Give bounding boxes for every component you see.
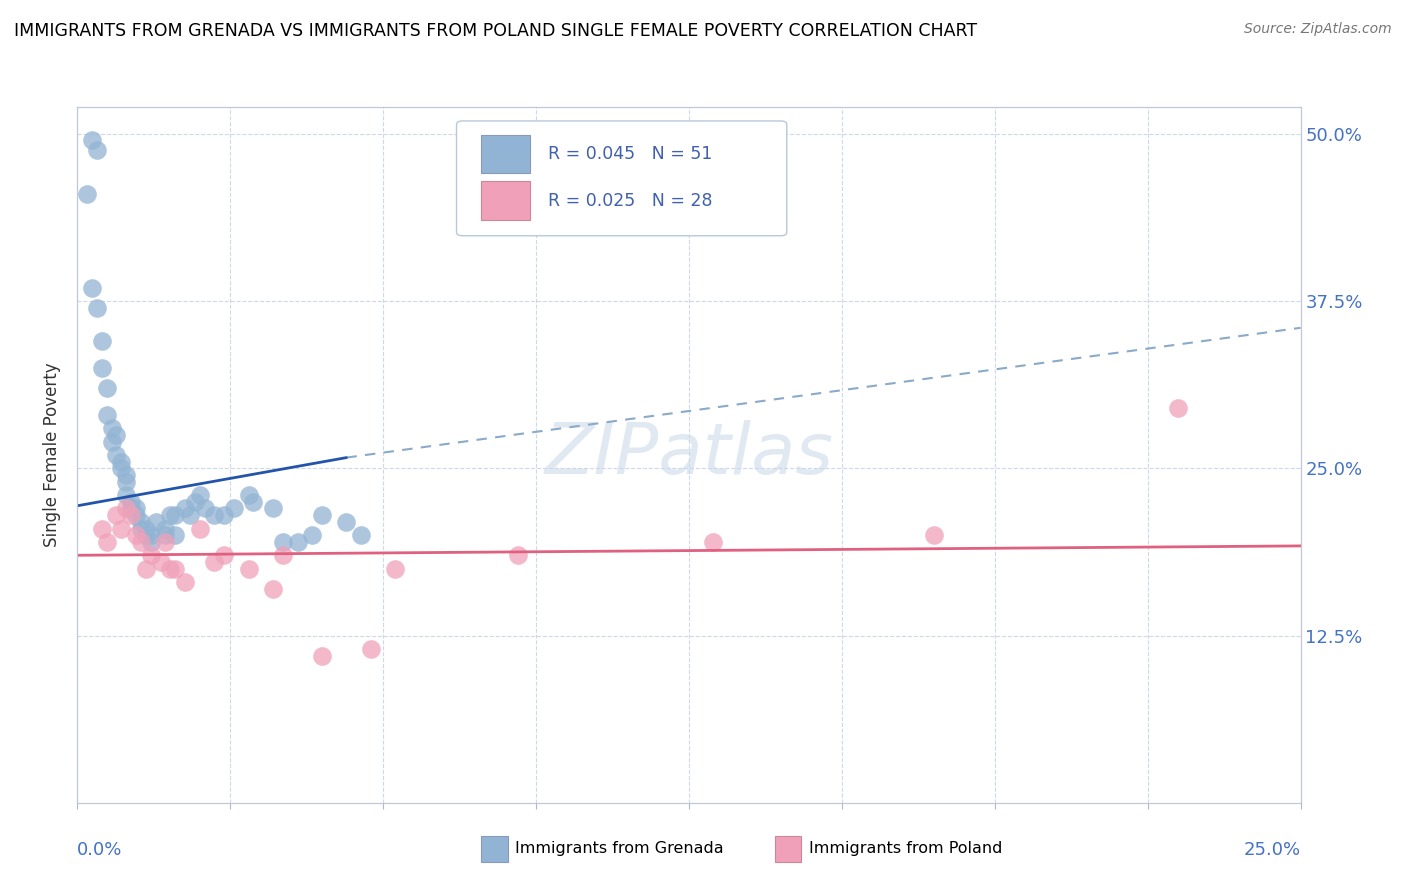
- Point: [145, 515, 167, 529]
- Point: [155, 528, 177, 542]
- Point: [212, 508, 235, 523]
- Point: [311, 508, 333, 523]
- Text: Immigrants from Poland: Immigrants from Poland: [808, 841, 1002, 856]
- FancyBboxPatch shape: [457, 121, 787, 235]
- Point: [271, 548, 294, 563]
- Point: [135, 562, 157, 576]
- Text: Source: ZipAtlas.com: Source: ZipAtlas.com: [1244, 22, 1392, 37]
- Point: [139, 535, 162, 549]
- Point: [202, 508, 225, 523]
- Text: ZIPatlas: ZIPatlas: [544, 420, 834, 490]
- Point: [105, 428, 128, 442]
- Point: [110, 521, 132, 535]
- Point: [222, 501, 245, 516]
- Point: [100, 434, 122, 449]
- Point: [202, 555, 225, 569]
- Point: [76, 187, 98, 202]
- Point: [262, 501, 284, 516]
- Point: [238, 562, 260, 576]
- Point: [506, 548, 529, 563]
- Point: [238, 488, 260, 502]
- Point: [188, 521, 211, 535]
- Point: [287, 535, 309, 549]
- Point: [120, 494, 142, 508]
- Point: [90, 334, 112, 349]
- Point: [184, 494, 207, 508]
- Point: [115, 468, 138, 483]
- Point: [96, 381, 118, 395]
- Point: [174, 501, 197, 516]
- Point: [86, 301, 108, 315]
- FancyBboxPatch shape: [481, 836, 508, 862]
- Point: [165, 508, 187, 523]
- Point: [96, 535, 118, 549]
- Point: [115, 488, 138, 502]
- Point: [120, 508, 142, 523]
- FancyBboxPatch shape: [481, 135, 530, 173]
- Point: [120, 501, 142, 516]
- Point: [125, 528, 148, 542]
- Point: [301, 528, 323, 542]
- Point: [384, 562, 406, 576]
- Point: [139, 548, 162, 563]
- Point: [174, 575, 197, 590]
- Text: Immigrants from Grenada: Immigrants from Grenada: [515, 841, 724, 856]
- Point: [90, 361, 112, 376]
- Y-axis label: Single Female Poverty: Single Female Poverty: [44, 363, 62, 547]
- Point: [702, 535, 724, 549]
- FancyBboxPatch shape: [775, 836, 801, 862]
- Point: [129, 521, 152, 535]
- FancyBboxPatch shape: [481, 181, 530, 219]
- Point: [262, 582, 284, 596]
- Point: [922, 528, 945, 542]
- Point: [159, 508, 181, 523]
- Point: [110, 461, 132, 475]
- Point: [80, 281, 103, 295]
- Point: [350, 528, 373, 542]
- Point: [165, 528, 187, 542]
- Point: [155, 521, 177, 535]
- Point: [115, 501, 138, 516]
- Point: [125, 508, 148, 523]
- Point: [165, 562, 187, 576]
- Point: [360, 642, 382, 657]
- Point: [129, 515, 152, 529]
- Point: [188, 488, 211, 502]
- Point: [86, 143, 108, 157]
- Text: 0.0%: 0.0%: [77, 841, 122, 859]
- Point: [135, 528, 157, 542]
- Point: [90, 521, 112, 535]
- Text: R = 0.025   N = 28: R = 0.025 N = 28: [548, 192, 713, 210]
- Point: [335, 515, 357, 529]
- Point: [242, 494, 264, 508]
- Point: [135, 521, 157, 535]
- Point: [311, 648, 333, 663]
- Point: [155, 535, 177, 549]
- Point: [125, 501, 148, 516]
- Point: [149, 555, 172, 569]
- Point: [105, 508, 128, 523]
- Point: [212, 548, 235, 563]
- Text: IMMIGRANTS FROM GRENADA VS IMMIGRANTS FROM POLAND SINGLE FEMALE POVERTY CORRELAT: IMMIGRANTS FROM GRENADA VS IMMIGRANTS FR…: [14, 22, 977, 40]
- Point: [159, 562, 181, 576]
- Point: [80, 134, 103, 148]
- Point: [139, 528, 162, 542]
- Text: 25.0%: 25.0%: [1243, 841, 1301, 859]
- Point: [129, 535, 152, 549]
- Text: R = 0.045   N = 51: R = 0.045 N = 51: [548, 145, 713, 163]
- Point: [115, 475, 138, 489]
- Point: [96, 408, 118, 422]
- Point: [271, 535, 294, 549]
- Point: [1167, 401, 1189, 416]
- Point: [110, 455, 132, 469]
- Point: [105, 448, 128, 462]
- Point: [193, 501, 215, 516]
- Point: [100, 421, 122, 435]
- Point: [179, 508, 201, 523]
